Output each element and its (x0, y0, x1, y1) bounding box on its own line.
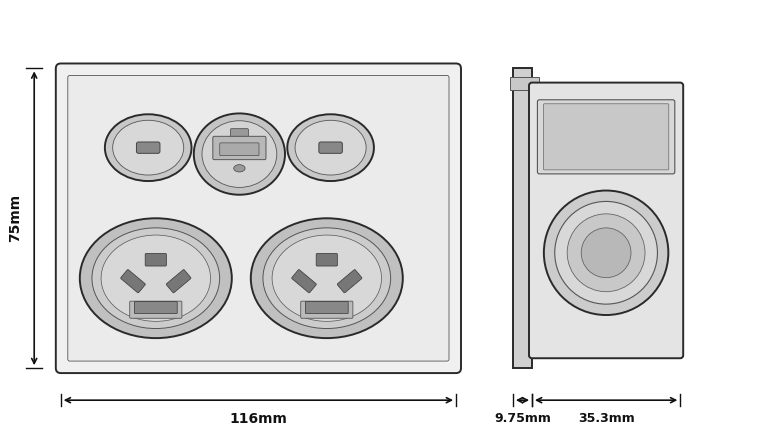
FancyBboxPatch shape (301, 301, 353, 318)
Ellipse shape (105, 114, 192, 181)
FancyBboxPatch shape (166, 270, 191, 293)
FancyBboxPatch shape (68, 75, 449, 361)
FancyBboxPatch shape (213, 136, 266, 160)
Ellipse shape (234, 165, 245, 172)
Ellipse shape (581, 228, 631, 278)
Ellipse shape (92, 228, 220, 329)
Text: 116mm: 116mm (230, 412, 287, 425)
FancyBboxPatch shape (130, 301, 182, 318)
FancyBboxPatch shape (306, 302, 348, 313)
FancyBboxPatch shape (316, 253, 337, 266)
Ellipse shape (287, 114, 374, 181)
FancyBboxPatch shape (121, 270, 145, 293)
Ellipse shape (101, 235, 211, 321)
Ellipse shape (555, 202, 657, 304)
Text: 75mm: 75mm (8, 194, 22, 242)
Ellipse shape (295, 120, 366, 175)
Ellipse shape (544, 190, 668, 315)
FancyBboxPatch shape (543, 104, 669, 170)
FancyBboxPatch shape (220, 143, 259, 156)
FancyBboxPatch shape (292, 270, 316, 293)
FancyBboxPatch shape (137, 142, 160, 153)
Ellipse shape (80, 218, 232, 338)
Ellipse shape (194, 113, 285, 195)
Text: 35.3mm: 35.3mm (578, 412, 635, 425)
Ellipse shape (112, 120, 184, 175)
Ellipse shape (263, 228, 391, 329)
Text: 9.75mm: 9.75mm (494, 412, 551, 425)
Ellipse shape (272, 235, 382, 321)
Ellipse shape (202, 121, 277, 187)
FancyBboxPatch shape (513, 68, 532, 368)
FancyBboxPatch shape (319, 142, 342, 153)
FancyBboxPatch shape (145, 253, 166, 266)
Ellipse shape (251, 218, 403, 338)
FancyBboxPatch shape (135, 302, 177, 313)
Ellipse shape (567, 214, 645, 291)
FancyBboxPatch shape (537, 100, 675, 174)
FancyBboxPatch shape (230, 129, 249, 137)
FancyBboxPatch shape (510, 77, 539, 90)
FancyBboxPatch shape (337, 270, 362, 293)
FancyBboxPatch shape (529, 83, 683, 358)
FancyBboxPatch shape (55, 63, 461, 373)
